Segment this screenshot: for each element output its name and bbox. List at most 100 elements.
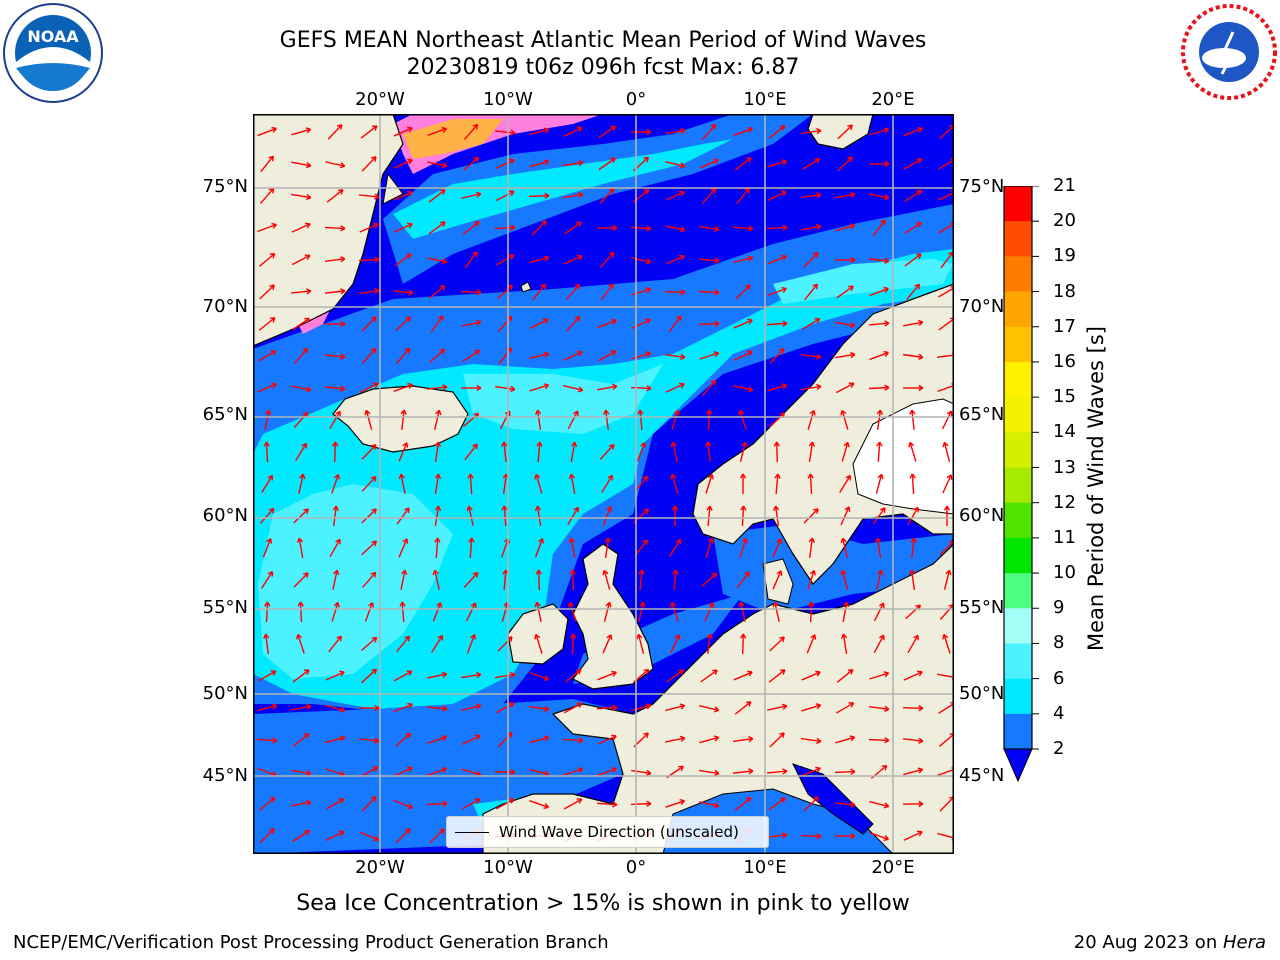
wind-arrow — [396, 635, 411, 653]
wind-arrow — [839, 474, 851, 493]
wind-arrow — [903, 126, 923, 137]
wind-arrow — [597, 350, 617, 362]
wind-arrow — [361, 796, 377, 812]
wind-arrow — [263, 441, 270, 463]
colorbar-tick-label: 21 — [1053, 175, 1076, 196]
wind-arrow — [868, 705, 890, 712]
title-line-2: 20230819 t06z 096h fcst Max: 6.87 — [406, 55, 800, 80]
lat-label-right: 55°N — [959, 597, 1005, 618]
wind-arrow — [869, 800, 890, 809]
wind-arrow — [529, 800, 549, 810]
wind-arrow — [534, 505, 542, 526]
wind-arrow — [259, 284, 275, 300]
wind-arrow — [636, 633, 645, 654]
wind-arrow — [427, 257, 448, 265]
wind-arrow — [872, 219, 886, 237]
legend-label: Wind Wave Direction (unscaled) — [499, 823, 739, 841]
wind-arrow — [563, 798, 583, 810]
wind-arrow — [359, 222, 379, 233]
wind-arrow — [665, 382, 685, 393]
wind-arrow — [460, 384, 482, 392]
colorbar-tick-label: 20 — [1053, 210, 1076, 232]
wind-arrow — [466, 634, 477, 654]
wind-arrow — [664, 353, 686, 360]
wind-arrow — [601, 474, 613, 493]
wind-arrow — [869, 127, 890, 136]
wind-arrow — [296, 633, 305, 654]
footer-left: NCEP/EMC/Verification Post Processing Pr… — [13, 932, 609, 953]
wind-arrow — [941, 410, 953, 430]
wind-arrow — [495, 385, 516, 393]
wind-arrow — [358, 737, 380, 744]
wind-arrow — [596, 704, 618, 711]
colorbar-tick-label: 4 — [1053, 702, 1065, 724]
wind-arrow — [393, 382, 413, 393]
colorbar-tick-label: 11 — [1053, 526, 1076, 548]
lon-label-bottom: 10°E — [743, 857, 787, 878]
wind-arrow — [596, 224, 618, 231]
wind-arrow — [630, 800, 652, 807]
wind-arrow — [767, 286, 787, 297]
wind-arrow — [910, 537, 917, 559]
wind-arrow — [332, 441, 339, 463]
wind-arrow — [563, 191, 584, 199]
wind-arrow — [257, 126, 277, 137]
wind-arrow — [428, 221, 446, 235]
lon-label-bottom: 0° — [625, 857, 647, 878]
wind-arrow — [739, 441, 748, 462]
wind-arrow — [837, 124, 853, 140]
lon-label-bottom: 20°E — [871, 857, 915, 878]
wind-arrow — [665, 225, 686, 233]
wind-arrow — [263, 633, 270, 655]
lat-label-right: 60°N — [959, 505, 1005, 526]
wind-arrow — [767, 383, 788, 392]
wind-arrow — [428, 285, 446, 299]
wind-arrow — [565, 283, 581, 300]
wind-arrow — [836, 669, 854, 683]
wind-arrow — [291, 769, 312, 777]
wind-arrow — [733, 255, 754, 264]
map-legend: Wind Wave Direction (unscaled) — [446, 816, 769, 848]
colorbar-tick-label: 8 — [1053, 632, 1065, 654]
wind-arrow — [429, 828, 445, 844]
colorbar-tick-label: 17 — [1053, 315, 1076, 337]
colorbar-swatch — [1004, 361, 1032, 398]
colorbar-swatch — [1004, 256, 1032, 293]
wind-arrow — [597, 318, 617, 329]
wind-arrow — [260, 155, 274, 173]
wind-arrow — [393, 158, 413, 169]
wind-arrow — [734, 157, 752, 171]
wind-arrow — [392, 289, 414, 296]
wind-arrow — [943, 505, 951, 527]
wind-arrow — [804, 283, 819, 301]
wind-arrow — [768, 669, 786, 683]
lat-label-left: 65°N — [202, 404, 248, 425]
noaa-logo: NOAA — [3, 3, 103, 103]
colorbar-title: Mean Period of Wind Waves [s] — [1084, 326, 1108, 651]
wind-arrow — [766, 320, 788, 327]
wind-arrow — [669, 538, 682, 557]
wind-arrow — [495, 190, 515, 202]
wind-arrow — [868, 160, 890, 168]
wind-arrow — [666, 669, 684, 683]
wind-arrow — [325, 830, 345, 841]
wind-arrow — [393, 799, 413, 810]
wind-arrow — [698, 320, 720, 327]
wind-arrow — [665, 190, 685, 201]
wind-arrow — [325, 161, 346, 169]
wind-arrow — [257, 382, 277, 393]
wind-arrow — [634, 539, 648, 557]
wind-arrow — [429, 348, 446, 364]
wind-arrow — [296, 537, 304, 558]
wind-arrow — [836, 285, 854, 299]
wind-arrow — [869, 832, 889, 842]
wind-arrow — [529, 735, 550, 744]
wind-arrow — [834, 801, 856, 808]
colorbar-tick-label: 14 — [1053, 421, 1076, 443]
wind-arrow — [327, 124, 343, 140]
wind-arrow — [766, 768, 788, 775]
wind-arrow — [903, 830, 923, 841]
wind-arrow — [426, 800, 448, 807]
wind-arrow — [943, 569, 952, 590]
wind-arrow — [698, 289, 720, 296]
